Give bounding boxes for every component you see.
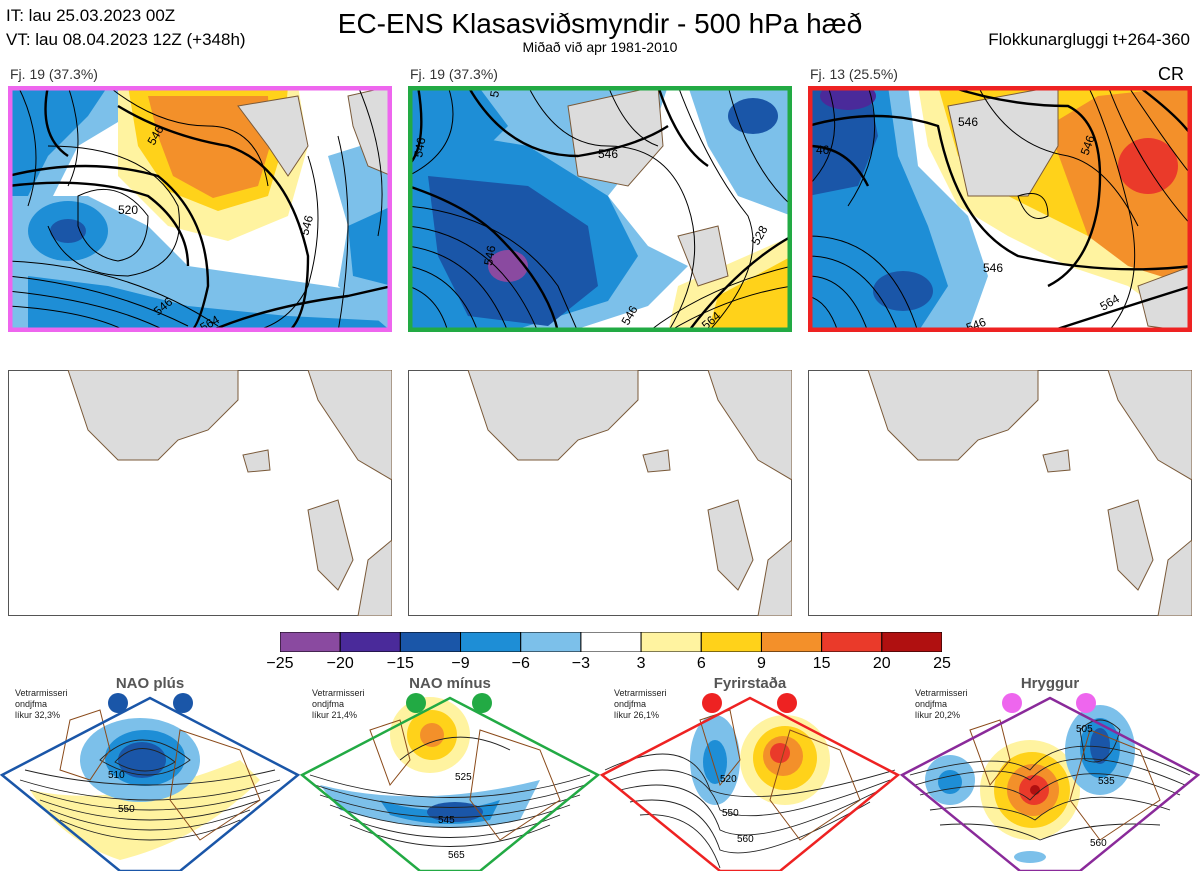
colorbar bbox=[280, 632, 942, 652]
colorbar-tick-label: −20 bbox=[326, 655, 354, 672]
cluster-2-map: 528 546 546 546 528 546 564 bbox=[408, 86, 792, 332]
contour-label: 550 bbox=[118, 804, 135, 815]
contour-label: 535 bbox=[1098, 776, 1115, 787]
colorbar-cell bbox=[520, 632, 582, 652]
colorbar-tick-label: −15 bbox=[386, 655, 414, 672]
contour-label: 46 bbox=[816, 143, 830, 157]
contour-label: 505 bbox=[1076, 724, 1093, 735]
regime-side-text-4: Vetrarmisseri ondjfma líkur 20,2% bbox=[915, 688, 968, 720]
cluster-1-label: Fj. 19 (37.3%) bbox=[10, 66, 98, 82]
colorbar-cell bbox=[460, 632, 522, 652]
regime-title-nao-plus: NAO plús bbox=[115, 675, 185, 692]
contour-label: 546 bbox=[1078, 133, 1098, 157]
colorbar-tick-label: 15 bbox=[812, 655, 831, 672]
contour-label: 520 bbox=[118, 203, 138, 217]
cluster-1-map: 546 520 546 546 564 bbox=[8, 86, 392, 332]
colorbar-tick-label: 9 bbox=[757, 655, 766, 672]
colorbar-cell bbox=[760, 632, 823, 652]
colorbar-tick-label: −25 bbox=[266, 655, 294, 672]
cluster-3-label: Fj. 13 (25.5%) bbox=[810, 66, 898, 82]
colorbar-cell bbox=[580, 632, 642, 652]
contour-label: 546 bbox=[297, 213, 316, 236]
page-title: EC-ENS Klasasviðsmyndir - 500 hPa hæð bbox=[337, 8, 863, 39]
contour-label: 546 bbox=[983, 261, 1003, 275]
contour-label: 560 bbox=[1090, 838, 1107, 849]
regime-marker bbox=[777, 693, 797, 713]
regime-marker bbox=[1076, 693, 1096, 713]
blank-map-3 bbox=[808, 370, 1192, 616]
valid-time: VT: lau 08.04.2023 12Z (+348h) bbox=[6, 30, 246, 49]
colorbar-cell bbox=[280, 632, 341, 652]
colorbar-tick-label: 3 bbox=[636, 655, 646, 672]
regime-ridge-map: 505 535 560 bbox=[899, 693, 1200, 871]
colorbar-cell bbox=[821, 632, 883, 652]
colorbar-cell bbox=[339, 632, 401, 652]
contour-label: 510 bbox=[108, 770, 125, 781]
regime-marker bbox=[472, 693, 492, 713]
regime-side-text-1: Vetrarmisseri ondjfma líkur 32,3% bbox=[15, 688, 68, 720]
colorbar-tick-label: 20 bbox=[872, 655, 891, 672]
cluster-2-label: Fj. 19 (37.3%) bbox=[410, 66, 498, 82]
colorbar-tick-label: −3 bbox=[571, 655, 591, 672]
regime-nao-minus-map: 525 545 565 bbox=[299, 693, 601, 871]
cluster-corner-tag: CR bbox=[1158, 64, 1184, 84]
colorbar-cell bbox=[640, 632, 702, 652]
contour-label: 520 bbox=[720, 774, 737, 785]
regime-nao-plus-map: 510 550 bbox=[0, 693, 301, 871]
cluster-1-border bbox=[8, 86, 392, 332]
contour-label: 546 bbox=[481, 244, 498, 266]
colorbar-cell bbox=[700, 632, 762, 652]
regime-side-text-3: Vetrarmisseri ondjfma líkur 26,1% bbox=[614, 688, 667, 720]
colorbar-cell bbox=[399, 632, 462, 652]
cluster-2-border bbox=[408, 86, 792, 332]
contour-label: 525 bbox=[455, 772, 472, 783]
page-subtitle: Miðað við apr 1981-2010 bbox=[522, 39, 678, 55]
regime-side-text-2: Vetrarmisseri ondjfma líkur 21,4% bbox=[312, 688, 365, 720]
regime-title-blocking: Fyrirstaða bbox=[713, 675, 787, 692]
contour-label: 565 bbox=[448, 850, 465, 861]
clustering-window: Flokkunargluggi t+264-360 bbox=[988, 30, 1190, 49]
contour-label: 546 bbox=[411, 136, 428, 158]
contour-label: 560 bbox=[737, 834, 754, 845]
initial-time: IT: lau 25.03.2023 00Z bbox=[6, 6, 176, 25]
regime-marker bbox=[108, 693, 128, 713]
regime-panels: 510 550 525 545 565 bbox=[0, 693, 1200, 871]
regime-marker bbox=[406, 693, 426, 713]
contour-label: 546 bbox=[958, 115, 978, 129]
blank-map-2 bbox=[408, 370, 792, 616]
contour-label: 545 bbox=[438, 815, 455, 826]
blank-map-1 bbox=[8, 370, 392, 616]
contour-label: 546 bbox=[598, 147, 618, 161]
colorbar-tick-label: 6 bbox=[696, 655, 706, 672]
colorbar-tick-label: −6 bbox=[511, 655, 530, 672]
contour-label: 550 bbox=[722, 808, 739, 819]
cluster-3-border bbox=[808, 86, 1192, 332]
regime-title-ridge: Hryggur bbox=[1020, 675, 1080, 692]
regime-marker bbox=[173, 693, 193, 713]
regime-marker bbox=[1002, 693, 1022, 713]
colorbar-cell bbox=[881, 632, 942, 652]
colorbar-tick-label: −9 bbox=[451, 655, 470, 672]
regime-title-nao-minus: NAO mínus bbox=[409, 675, 491, 692]
regime-blocking-map: 520 550 560 bbox=[599, 693, 901, 871]
cluster-3-map: 546 46 546 546 564 546 bbox=[808, 86, 1192, 332]
colorbar-tick-label: 25 bbox=[933, 655, 951, 672]
regime-marker bbox=[702, 693, 722, 713]
